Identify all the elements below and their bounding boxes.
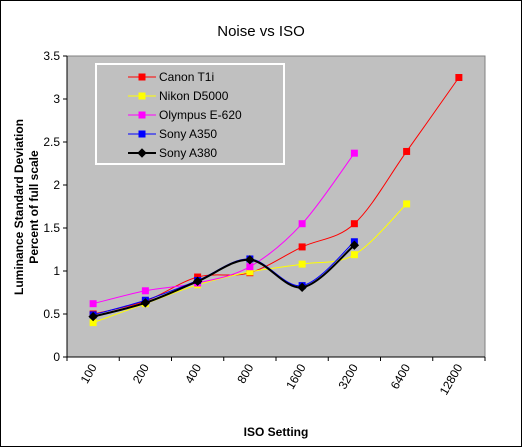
chart-title: Noise vs ISO [217, 23, 305, 40]
y-tick-label: 3.5 [43, 49, 60, 63]
legend: Canon T1i Nikon D5000 Olympus E-620 Sony A3… [95, 63, 285, 165]
y-tick-label: 0 [53, 350, 60, 364]
x-tick-label: 200 [130, 361, 152, 386]
y-tick-label: 2.5 [43, 135, 60, 149]
legend-item-sony-a350: Sony A350 [128, 127, 217, 141]
legend-marker-sony-a380 [137, 148, 147, 158]
y-tick-label: 1.5 [43, 221, 60, 235]
x-tick-label: 6400 [388, 361, 414, 391]
legend-box [95, 63, 285, 165]
legend-item-nikon-d5000: Nikon D5000 [128, 89, 229, 103]
y-axis-title: Luminance Standard Deviation Percent of … [12, 119, 41, 295]
y-axis-title-line-1: Luminance Standard Deviation [12, 119, 26, 295]
data-point-canon-t1i [403, 147, 411, 155]
legend-label-sony-a350: Sony A350 [159, 127, 217, 141]
legend-marker-sony-a350 [138, 130, 146, 138]
series-group [88, 74, 463, 327]
data-point-sony-a380 [245, 255, 255, 265]
data-point-nikon-d5000 [403, 200, 411, 208]
data-point-nikon-d5000 [298, 260, 306, 268]
legend-marker-nikon-d5000 [138, 92, 146, 100]
y-tick-label: 2 [53, 178, 60, 192]
data-point-sony-a380 [192, 276, 203, 287]
legend-label-canon-t1i: Canon T1i [159, 70, 214, 84]
data-point-olympus-e-620 [89, 300, 97, 308]
data-point-olympus-e-620 [298, 220, 306, 228]
y-tick-label: 3 [53, 92, 60, 106]
y-tick-label: 0.5 [43, 307, 60, 321]
x-tick-label: 1600 [283, 361, 309, 391]
data-point-sony-a380 [297, 282, 307, 293]
data-point-olympus-e-620 [350, 149, 358, 157]
legend-item-olympus-e-620: Olympus E-620 [128, 108, 242, 122]
legend-item-sony-a380: Sony A380 [128, 146, 217, 160]
data-point-canon-t1i [455, 74, 463, 81]
legend-marker-olympus-e-620 [138, 111, 146, 119]
data-point-canon-t1i [350, 220, 358, 228]
x-axis-title: ISO Setting [244, 425, 309, 439]
x-tick-label: 3200 [335, 361, 361, 391]
legend-item-canon-t1i: Canon T1i [128, 70, 214, 84]
y-axis-title-line-2: Percent of full scale [27, 150, 41, 264]
data-point-sony-a380 [349, 240, 360, 250]
x-tick-label: 12800 [437, 361, 466, 397]
legend-label-olympus-e-620: Olympus E-620 [159, 108, 242, 122]
y-tick-label: 1 [53, 264, 60, 278]
x-tick-label: 800 [234, 361, 256, 386]
series-sony-a380 [88, 240, 360, 322]
data-point-olympus-e-620 [141, 287, 149, 295]
legend-label-sony-a380: Sony A380 [159, 146, 217, 160]
data-point-sony-a380 [88, 311, 98, 322]
data-point-sony-a380 [140, 298, 151, 308]
legend-marker-canon-t1i [138, 73, 146, 81]
data-point-nikon-d5000 [350, 251, 358, 259]
x-tick-label: 400 [182, 361, 204, 386]
data-point-canon-t1i [298, 243, 306, 251]
legend-label-nikon-d5000: Nikon D5000 [159, 89, 229, 103]
x-tick-label: 100 [78, 361, 100, 386]
data-point-olympus-e-620 [246, 263, 254, 271]
